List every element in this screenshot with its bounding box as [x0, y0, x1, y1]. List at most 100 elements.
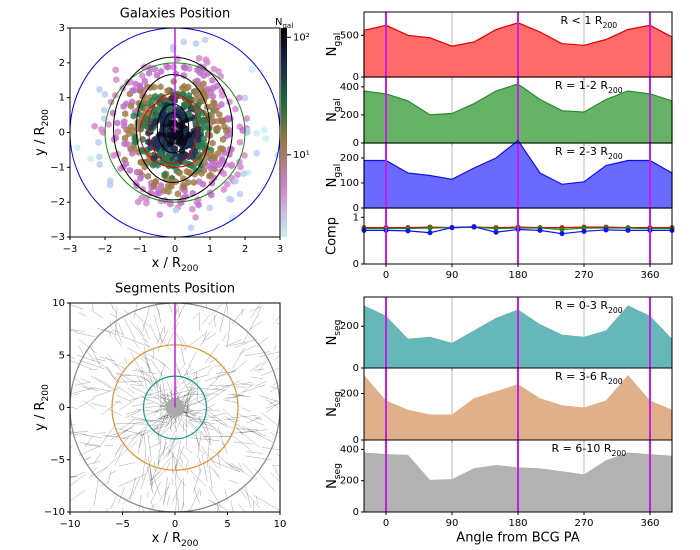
segment — [314, 370, 324, 375]
segment — [57, 334, 68, 340]
panel-annotation-sub: 200 — [608, 377, 623, 386]
segment — [31, 452, 44, 455]
hexbin-cell — [219, 117, 226, 125]
hexbin-cell — [179, 122, 186, 130]
segment — [184, 393, 199, 396]
segment — [248, 286, 249, 297]
hexbin-layer — [70, 28, 280, 237]
segment — [189, 420, 216, 424]
segment — [90, 309, 104, 319]
segment — [242, 384, 266, 393]
segment — [296, 352, 307, 361]
hexbin-cell — [180, 194, 187, 202]
segment — [88, 461, 101, 465]
panel-annotation: R = 2-3 R200 — [555, 145, 623, 161]
segment — [213, 469, 220, 477]
segment — [294, 382, 304, 383]
segment — [256, 307, 261, 319]
hexbin-cell — [137, 174, 144, 182]
hexbin-cell — [194, 66, 201, 74]
segment — [143, 346, 151, 374]
x-axis-label: x / R200 — [152, 256, 199, 274]
y-tick-label: 0 — [59, 403, 65, 414]
segment — [160, 419, 178, 436]
y-tick-label: 200 — [340, 153, 359, 164]
hexbin-cell — [161, 171, 168, 179]
hexbin-cell — [96, 160, 103, 168]
segment — [183, 364, 192, 378]
segment — [202, 426, 214, 430]
segment — [96, 327, 119, 336]
hexbin-cell — [208, 118, 216, 126]
panel-annotation: R = 3-6 R200 — [555, 370, 623, 386]
density-contour — [162, 112, 184, 145]
segment — [90, 375, 112, 389]
segment — [92, 387, 120, 398]
segment — [135, 367, 160, 382]
y-axis-label-main: N — [325, 407, 340, 417]
segment — [228, 415, 257, 419]
y-axis-label-main: y / R — [33, 401, 48, 430]
segment — [179, 449, 190, 463]
panel-annotation-main: R = 1-2 R — [555, 79, 608, 92]
y-tick-label: 500 — [340, 30, 359, 41]
panel-annotation-sub: 200 — [608, 86, 623, 95]
segment — [155, 407, 165, 412]
y-tick-label: 200 — [340, 321, 359, 332]
segment — [174, 303, 178, 312]
segment — [214, 315, 216, 327]
segment — [145, 407, 168, 416]
hexbin-cell — [198, 119, 205, 127]
segment — [80, 378, 90, 383]
segment — [147, 455, 154, 487]
segment — [237, 503, 246, 512]
x-tick-label: 0 — [172, 244, 178, 255]
hexbin-cell — [187, 138, 194, 146]
hexbin-cell — [87, 155, 94, 163]
hexbin-cell — [196, 54, 203, 62]
segment — [83, 457, 91, 461]
hexbin-cell — [74, 144, 81, 152]
segment — [255, 418, 262, 420]
segment — [129, 384, 141, 386]
hexbin-cell — [210, 153, 217, 161]
segment — [88, 386, 110, 392]
hexbin-cell — [136, 82, 143, 91]
segment — [282, 398, 290, 399]
y-axis-label: Ngal — [325, 98, 343, 122]
hexbin-cell — [147, 144, 154, 152]
segment — [120, 335, 150, 348]
segment — [255, 336, 269, 348]
segment — [162, 438, 167, 457]
segment — [19, 395, 42, 401]
segment — [175, 493, 178, 512]
segment — [70, 328, 84, 332]
segment — [115, 371, 129, 385]
segment — [228, 464, 241, 472]
segment — [110, 313, 117, 317]
panel-annotation-main: R = 6-10 R — [552, 442, 612, 455]
hexbin-cell — [200, 166, 208, 175]
y-tick-label: −2 — [50, 197, 65, 208]
series-marker — [427, 230, 433, 236]
hexbin-cell — [191, 148, 199, 156]
hexbin-cell — [129, 87, 136, 95]
segment — [190, 470, 206, 487]
y-tick-label: 200 — [340, 110, 359, 121]
segment — [230, 500, 234, 512]
y-tick-label: 0 — [353, 138, 359, 149]
hexbin-cell — [182, 159, 189, 167]
hexbin-cell — [150, 181, 158, 189]
segment — [251, 376, 264, 380]
segment — [270, 472, 280, 482]
y-axis-label-main: N — [325, 178, 340, 188]
hexbin-cell — [209, 163, 216, 171]
hexbin-cell — [195, 201, 202, 209]
segment — [196, 400, 213, 411]
segment — [138, 388, 168, 399]
segment — [129, 477, 137, 501]
segment — [179, 423, 187, 432]
segment — [177, 303, 180, 318]
y-tick-label: 10 — [52, 298, 65, 309]
segment — [153, 314, 163, 344]
